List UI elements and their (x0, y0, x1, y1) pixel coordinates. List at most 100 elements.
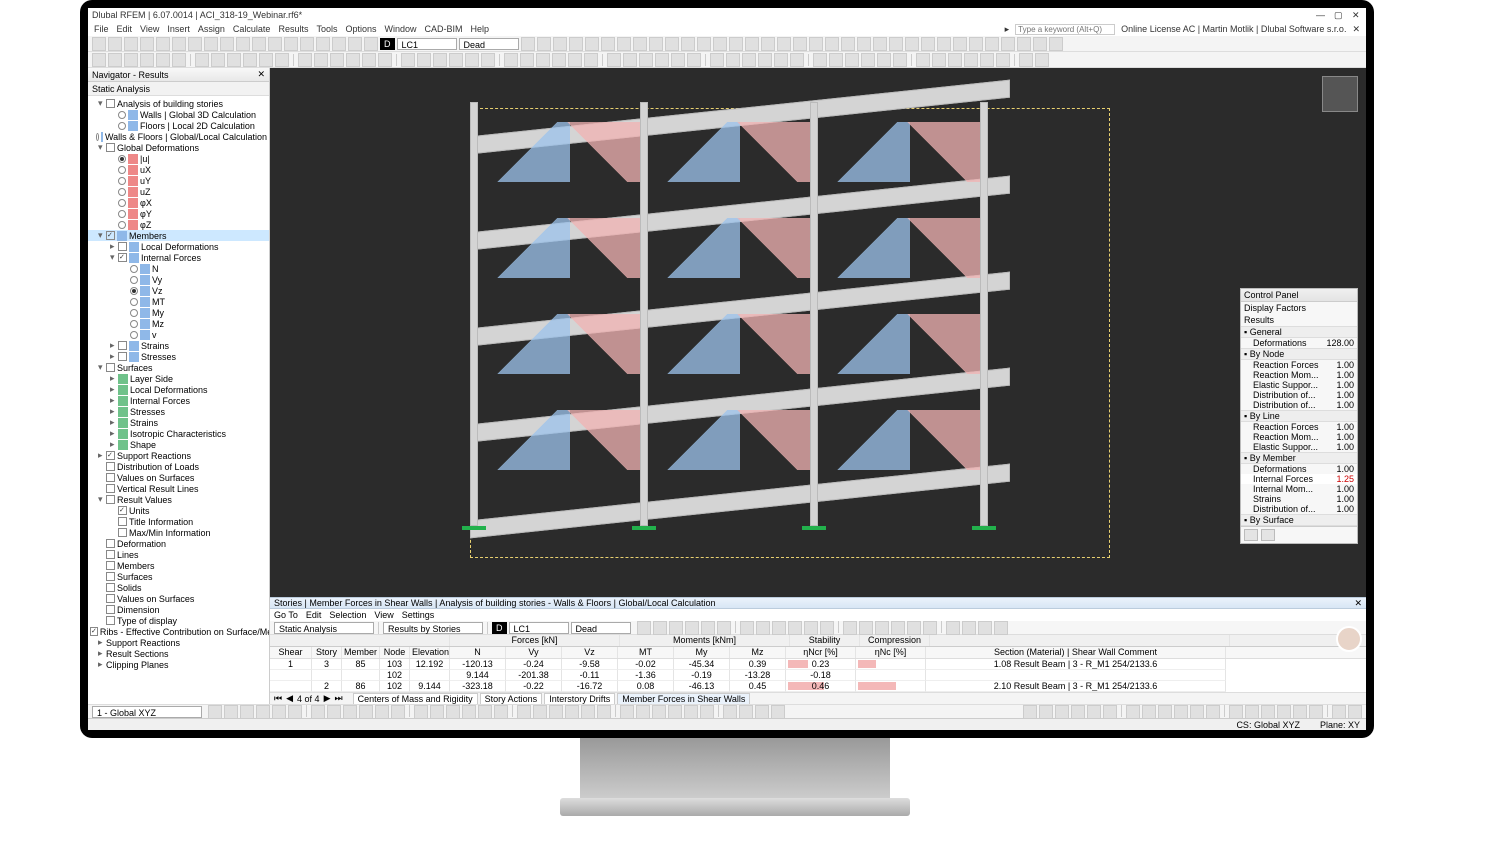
cp-row[interactable]: Deformations128.00 (1241, 338, 1357, 348)
tree-checkbox[interactable] (106, 473, 115, 482)
toolbar-icon[interactable] (1158, 705, 1172, 719)
tree-node[interactable]: ▾Surfaces (88, 362, 269, 373)
toolbar-icon[interactable] (430, 705, 444, 719)
toolbar-icon[interactable] (414, 705, 428, 719)
toolbar-icon[interactable] (348, 37, 362, 51)
nav-next-icon[interactable]: ▶ (324, 693, 331, 704)
toolbar-icon[interactable] (843, 621, 857, 635)
tree-node[interactable]: Ribs - Effective Contribution on Surface… (88, 626, 269, 637)
tree-node[interactable]: ▾Internal Forces (88, 252, 269, 263)
tree-radio[interactable] (130, 320, 138, 328)
tree-node[interactable]: Mz (88, 318, 269, 329)
toolbar-icon[interactable] (549, 705, 563, 719)
toolbar-icon[interactable] (1261, 705, 1275, 719)
tree-checkbox[interactable] (106, 572, 115, 581)
toolbar-icon[interactable] (259, 53, 273, 67)
tree-checkbox[interactable] (106, 99, 115, 108)
toolbar-icon[interactable] (639, 53, 653, 67)
toolbar-icon[interactable] (268, 37, 282, 51)
toolbar-icon[interactable] (124, 53, 138, 67)
tree-node[interactable]: |u| (88, 153, 269, 164)
table-column-header[interactable]: ηNc [%] (856, 647, 926, 658)
tree-node[interactable]: ▸Clipping Planes (88, 659, 269, 670)
toolbar-icon[interactable] (742, 53, 756, 67)
toolbar-icon[interactable] (362, 53, 376, 67)
tree-checkbox[interactable] (106, 561, 115, 570)
cp-row[interactable]: Reaction Forces1.00 (1241, 360, 1357, 370)
toolbar-icon[interactable] (1206, 705, 1220, 719)
toolbar-icon[interactable] (446, 705, 460, 719)
toolbar-icon[interactable] (227, 53, 241, 67)
toolbar-icon[interactable] (536, 53, 550, 67)
results-table[interactable]: Forces [kN]Moments [kNm]StabilityCompres… (270, 635, 1366, 692)
tree-checkbox[interactable] (118, 528, 127, 537)
results-lc-id[interactable]: LC1 (509, 622, 569, 634)
toolbar-icon[interactable] (584, 53, 598, 67)
toolbar-icon[interactable] (521, 37, 535, 51)
toolbar-icon[interactable] (1174, 705, 1188, 719)
table-column-header[interactable]: Section (Material) | Shear Wall Comment (926, 647, 1226, 658)
toolbar-icon[interactable] (907, 621, 921, 635)
tree-node[interactable]: ▸Strains (88, 340, 269, 351)
toolbar-icon[interactable] (208, 705, 222, 719)
results-view-select[interactable]: Results by Stories (383, 622, 483, 634)
cp-row[interactable]: Strains1.00 (1241, 494, 1357, 504)
tree-checkbox[interactable] (118, 341, 127, 350)
toolbar-icon[interactable] (841, 37, 855, 51)
tree-node[interactable]: Surfaces (88, 571, 269, 582)
toolbar-icon[interactable] (713, 37, 727, 51)
tree-node[interactable]: Vertical Result Lines (88, 483, 269, 494)
toolbar-icon[interactable] (889, 37, 903, 51)
toolbar-icon[interactable] (655, 53, 669, 67)
cp-section-header[interactable]: ▪ By Line (1241, 410, 1357, 422)
toolbar-icon[interactable] (813, 53, 827, 67)
loadcase-name[interactable]: Dead (459, 38, 519, 50)
toolbar-icon[interactable] (739, 705, 753, 719)
toolbar-icon[interactable] (684, 705, 698, 719)
navigator-subtitle-bar[interactable]: Static Analysis (88, 82, 269, 96)
cp-row[interactable]: Internal Mom...1.00 (1241, 484, 1357, 494)
toolbar-icon[interactable] (921, 37, 935, 51)
tree-checkbox[interactable] (106, 616, 115, 625)
tree-radio[interactable] (118, 188, 126, 196)
toolbar-icon[interactable] (893, 53, 907, 67)
tree-checkbox[interactable] (106, 539, 115, 548)
toolbar-icon[interactable] (1055, 705, 1069, 719)
tree-node[interactable]: φX (88, 197, 269, 208)
toolbar-icon[interactable] (156, 53, 170, 67)
toolbar-icon[interactable] (1142, 705, 1156, 719)
toolbar-icon[interactable] (520, 53, 534, 67)
toolbar-icon[interactable] (316, 37, 330, 51)
toolbar-icon[interactable] (601, 37, 615, 51)
toolbar-icon[interactable] (948, 53, 962, 67)
menu-options[interactable]: Options (345, 24, 376, 34)
toolbar-icon[interactable] (108, 37, 122, 51)
toolbar-icon[interactable] (1126, 705, 1140, 719)
toolbar-icon[interactable] (717, 621, 731, 635)
results-menu-item[interactable]: Go To (274, 610, 298, 620)
toolbar-icon[interactable] (252, 37, 266, 51)
cp-row[interactable]: Distribution of...1.00 (1241, 390, 1357, 400)
tree-radio[interactable] (118, 122, 126, 130)
toolbar-icon[interactable] (433, 53, 447, 67)
toolbar-icon[interactable] (772, 621, 786, 635)
tree-node[interactable]: Solids (88, 582, 269, 593)
toolbar-icon[interactable] (569, 37, 583, 51)
cp-row[interactable]: Distribution of...1.00 (1241, 400, 1357, 410)
toolbar-icon[interactable] (873, 37, 887, 51)
tree-radio[interactable] (118, 111, 126, 119)
tree-checkbox[interactable] (106, 462, 115, 471)
tree-node[interactable]: ▸Isotropic Characteristics (88, 428, 269, 439)
tree-node[interactable]: ▾Analysis of building stories (88, 98, 269, 109)
toolbar-icon[interactable] (332, 37, 346, 51)
toolbar-icon[interactable] (465, 53, 479, 67)
tree-checkbox[interactable] (106, 583, 115, 592)
table-column-header[interactable]: Member No. (342, 647, 380, 658)
tree-node[interactable]: Vz (88, 285, 269, 296)
table-row[interactable]: 138510312.192-120.13-0.24-9.58-0.02-45.3… (270, 659, 1366, 670)
toolbar-icon[interactable] (875, 621, 889, 635)
tree-node[interactable]: ▸Internal Forces (88, 395, 269, 406)
toolbar-icon[interactable] (994, 621, 1008, 635)
toolbar-icon[interactable] (553, 37, 567, 51)
window-close-icon[interactable]: ✕ (1352, 10, 1362, 20)
